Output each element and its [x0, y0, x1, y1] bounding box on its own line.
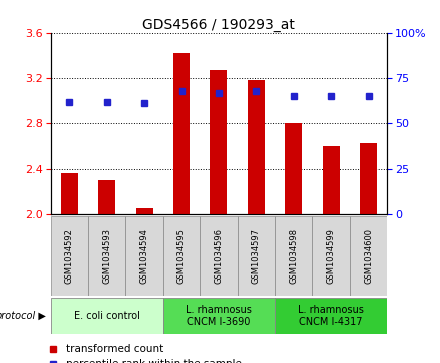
Bar [51, 298, 163, 334]
Text: GSM1034595: GSM1034595 [177, 228, 186, 284]
Text: GSM1034592: GSM1034592 [65, 228, 74, 284]
Bar [98, 180, 115, 214]
Bar [285, 123, 302, 214]
Bar [275, 216, 312, 296]
Bar [248, 80, 265, 214]
Bar [163, 216, 200, 296]
Bar [51, 216, 88, 296]
Bar [136, 208, 153, 214]
Bar [238, 216, 275, 296]
Bar [323, 146, 340, 214]
Bar [360, 143, 377, 214]
Text: GSM1034600: GSM1034600 [364, 228, 373, 284]
Bar [61, 174, 78, 214]
Bar [275, 298, 387, 334]
Text: GSM1034599: GSM1034599 [326, 228, 336, 284]
Bar [200, 216, 238, 296]
Bar [312, 216, 350, 296]
Text: L. rhamnosus
CNCM I-4317: L. rhamnosus CNCM I-4317 [298, 305, 364, 327]
Bar [163, 298, 275, 334]
Text: GSM1034597: GSM1034597 [252, 228, 261, 284]
Title: GDS4566 / 190293_at: GDS4566 / 190293_at [143, 18, 295, 32]
Text: transformed count: transformed count [66, 344, 163, 354]
Text: protocol ▶: protocol ▶ [0, 311, 46, 321]
Bar [173, 53, 190, 214]
Text: GSM1034593: GSM1034593 [102, 228, 111, 284]
Bar [88, 216, 125, 296]
Bar [210, 70, 227, 214]
Text: GSM1034598: GSM1034598 [289, 228, 298, 284]
Text: GSM1034594: GSM1034594 [139, 228, 149, 284]
Text: percentile rank within the sample: percentile rank within the sample [66, 359, 242, 363]
Text: L. rhamnosus
CNCM I-3690: L. rhamnosus CNCM I-3690 [186, 305, 252, 327]
Text: E. coli control: E. coli control [74, 311, 139, 321]
Bar [350, 216, 387, 296]
Bar [125, 216, 163, 296]
Text: GSM1034596: GSM1034596 [214, 228, 224, 284]
